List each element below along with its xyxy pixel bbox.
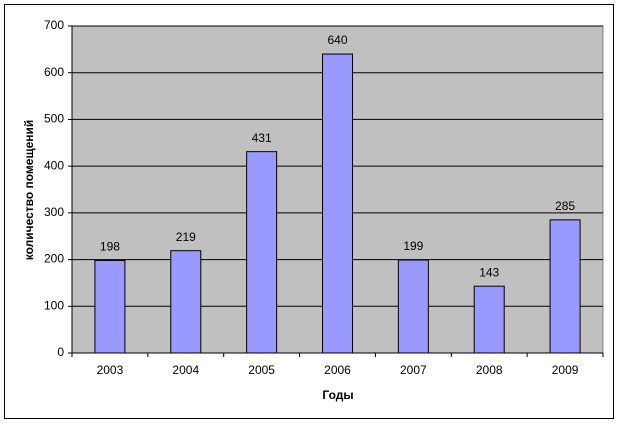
- bar: [473, 285, 505, 354]
- bar: [322, 53, 353, 354]
- value-label: 143: [479, 265, 499, 279]
- y-tick-label: 400: [44, 158, 64, 172]
- bar: [246, 151, 278, 354]
- y-tick-label: 100: [44, 298, 64, 312]
- y-tick-label: 600: [44, 65, 64, 79]
- bar: [549, 219, 581, 354]
- value-label: 219: [176, 230, 196, 244]
- x-tick-label: 2006: [324, 363, 351, 377]
- y-tick-label: 700: [44, 18, 64, 32]
- x-tick-label: 2007: [400, 363, 427, 377]
- y-tick-label: 500: [44, 112, 64, 126]
- value-label: 431: [252, 131, 272, 145]
- value-label: 198: [100, 240, 120, 254]
- x-tick-label: 2008: [476, 363, 503, 377]
- x-tick-label: 2004: [172, 363, 199, 377]
- bar: [397, 259, 429, 354]
- value-label: 199: [403, 239, 423, 253]
- x-tick-label: 2003: [97, 363, 124, 377]
- value-label: 285: [555, 199, 575, 213]
- y-tick-label: 300: [44, 205, 64, 219]
- bar: [94, 260, 126, 354]
- y-tick-label: 0: [57, 345, 64, 359]
- x-axis-title: Годы: [322, 388, 353, 402]
- y-tick-label: 200: [44, 252, 64, 266]
- value-label: 640: [327, 33, 347, 47]
- x-tick-label: 2009: [552, 363, 579, 377]
- bar: [170, 250, 202, 354]
- x-tick-label: 2005: [248, 363, 275, 377]
- y-axis-title: количество помещений: [22, 120, 36, 261]
